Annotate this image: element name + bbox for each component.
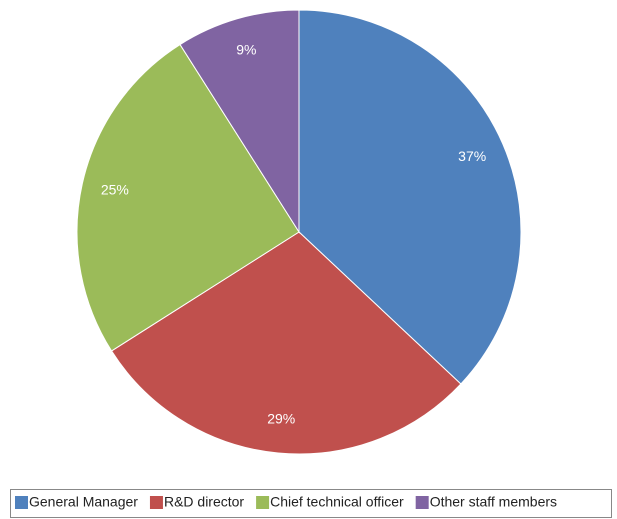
- pie-slice: [76, 43, 300, 352]
- legend-label: Chief technical officer: [270, 494, 404, 510]
- legend-swatch: [149, 496, 163, 509]
- legend-label: Other staff members: [430, 494, 557, 510]
- legend-swatch: [415, 496, 429, 509]
- data-label: 9%: [236, 41, 256, 57]
- legend-swatch: [15, 496, 28, 509]
- pie-slice: [179, 9, 300, 234]
- pie-slice: [298, 9, 522, 385]
- data-label: 25%: [101, 182, 129, 198]
- data-label: 37%: [458, 148, 486, 164]
- legend-label: R&D director: [164, 494, 244, 510]
- data-label: 29%: [267, 411, 295, 427]
- legend-label: General Manager: [29, 494, 138, 510]
- legend-swatch: [256, 496, 270, 509]
- legend-box: [10, 489, 612, 518]
- pie-slice: [110, 231, 462, 455]
